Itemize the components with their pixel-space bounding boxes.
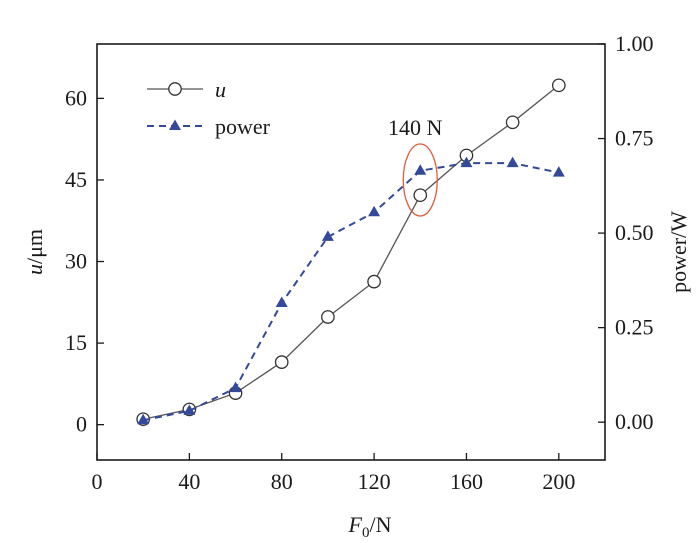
left-tick-label: 60 <box>65 85 87 110</box>
right-tick-label: 0.25 <box>615 315 654 340</box>
series-line-u <box>143 84 560 420</box>
point-power <box>137 413 150 425</box>
left-tick-label: 30 <box>65 249 87 274</box>
left-tick-label: 45 <box>65 167 87 192</box>
series-layer <box>136 78 566 427</box>
point-power <box>552 166 565 177</box>
right-tick-label: 1.00 <box>615 31 654 56</box>
right-tick-label: 0.00 <box>615 409 654 434</box>
x-axis-label-subscript: 0 <box>362 525 370 541</box>
x-tick-label: 160 <box>450 469 483 494</box>
point-u <box>413 188 428 203</box>
legend-u-label: u <box>215 77 226 102</box>
point-power <box>321 230 334 241</box>
left-y-axis: 0 15 30 45 60 <box>65 85 104 437</box>
legend-power-marker <box>169 119 181 130</box>
x-tick-label: 200 <box>542 469 575 494</box>
left-tick-label: 15 <box>65 330 87 355</box>
x-axis: 0 40 80 120 160 200 <box>92 453 575 494</box>
point-power <box>414 164 427 175</box>
x-axis-label-unit: /N <box>369 512 391 537</box>
point-power <box>183 404 196 415</box>
x-tick-label: 120 <box>358 469 391 494</box>
left-axis-label-var: u <box>22 264 47 275</box>
point-power <box>229 381 242 393</box>
point-u <box>367 274 381 289</box>
x-tick-label: 0 <box>92 469 103 494</box>
legend-power-label: power <box>215 114 271 139</box>
point-u <box>551 78 566 93</box>
left-axis-label: u/μm <box>22 229 47 275</box>
legend: u power <box>147 77 271 139</box>
right-tick-label: 0.50 <box>615 220 654 245</box>
point-power <box>506 156 519 168</box>
right-tick-label: 0.75 <box>615 126 654 151</box>
right-y-axis: 0.00 0.25 0.50 0.75 1.00 <box>598 31 654 434</box>
x-axis-label-var: F <box>348 512 363 537</box>
x-tick-label: 40 <box>178 469 200 494</box>
point-power <box>275 296 288 308</box>
point-u <box>321 310 335 324</box>
point-power <box>368 205 381 217</box>
series-line-power <box>142 162 560 422</box>
point-u <box>505 115 520 130</box>
x-axis-label: F0/N <box>348 512 392 541</box>
point-u <box>274 355 289 369</box>
legend-u-marker <box>168 82 182 96</box>
plot-frame <box>96 43 606 461</box>
left-tick-label: 0 <box>76 412 87 437</box>
point-power <box>460 156 473 168</box>
x-tick-label: 80 <box>271 469 293 494</box>
left-axis-label-unit: /μm <box>22 229 47 264</box>
annotation-ellipse <box>402 143 438 217</box>
annotation-text: 140 N <box>388 115 443 140</box>
right-axis-label: power/W <box>666 211 691 293</box>
